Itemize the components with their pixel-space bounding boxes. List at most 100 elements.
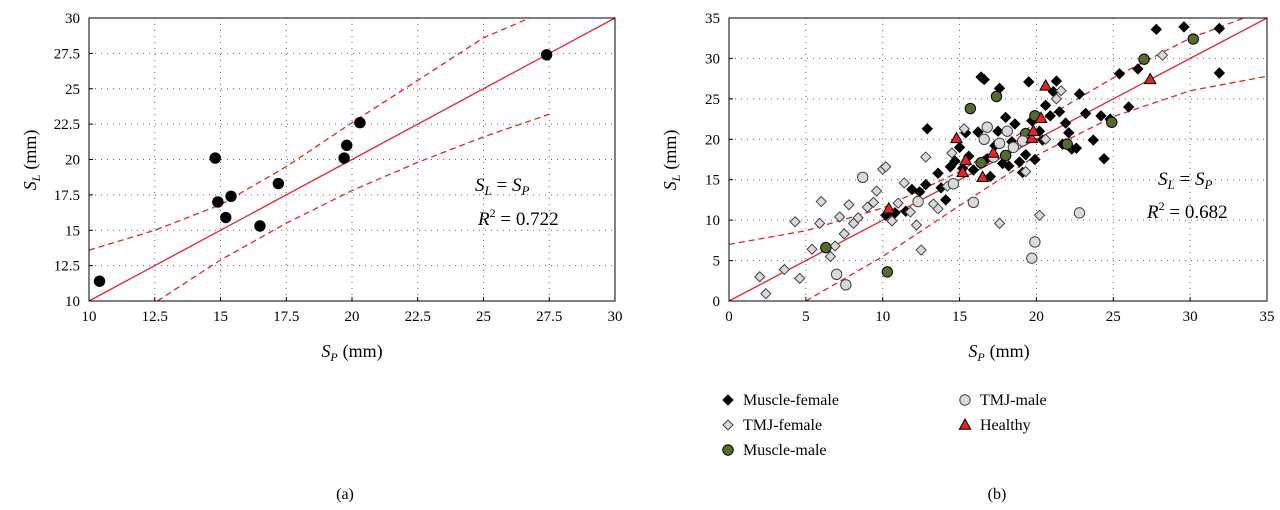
tmj-female-point — [824, 250, 837, 263]
x-tick-label: 35 — [1260, 309, 1275, 325]
legend-item: Muscle-male — [722, 442, 827, 459]
y-tick-label: 25 — [65, 82, 80, 98]
tmj-female-point — [1019, 165, 1032, 178]
y-tick-label: 30 — [65, 11, 80, 27]
muscle-male-point — [1061, 138, 1073, 150]
equation-annotation: SL = SP — [475, 175, 529, 198]
r-squared-annotation: R2 = 0.682 — [1146, 199, 1228, 223]
muscle-female-point — [1213, 22, 1226, 35]
y-axis-label: SL(mm) — [20, 130, 43, 191]
point — [540, 49, 553, 61]
muscle-male-point — [1138, 53, 1150, 65]
muscle-female-point — [920, 178, 932, 191]
tmj-female-point — [815, 195, 827, 208]
tmj-male-point — [947, 178, 960, 190]
muscle-male-point — [1106, 116, 1118, 129]
panel-caption: (b) — [988, 486, 1007, 503]
x-tick-label: 15 — [952, 309, 967, 325]
muscle-female-point — [1132, 63, 1144, 75]
tmj-male-point — [967, 196, 980, 209]
muscle-female-point — [1113, 68, 1126, 80]
y-tick-label: 20 — [65, 153, 80, 169]
legend-marker-triangle — [958, 417, 972, 430]
tmj-female-point — [829, 240, 841, 252]
muscle-female-point — [1063, 127, 1075, 139]
panel-b: 0 5 10 15 20 25 30 35 0 5 10 15 20 25 30 35 SP (mm) SL(m… — [660, 11, 1275, 503]
healthy-point — [959, 153, 973, 166]
tmj-female-point — [754, 271, 766, 283]
y-tick-label: 15 — [65, 223, 80, 239]
panel-a: 10 12.5 15 17.5 20 22.5 25 27.5 30 10 12.5 15 17.5 20… — [20, 11, 623, 503]
tmj-female-point — [789, 216, 801, 228]
legend-label: Muscle-male — [743, 442, 827, 459]
tmj-female-point — [910, 219, 923, 231]
tmj-male-point — [1029, 236, 1041, 248]
x-tick-label: 17.5 — [273, 309, 299, 325]
muscle-female-point — [1039, 99, 1052, 112]
muscle-female-point — [953, 141, 966, 154]
tmj-female-point — [778, 263, 791, 276]
tmj-male-point — [1016, 135, 1029, 147]
y-tick-label: 0 — [713, 294, 721, 310]
tmj-female-point — [904, 206, 917, 218]
muscle-female-point — [1098, 152, 1110, 165]
y-axis-label: SL(mm) — [660, 130, 683, 191]
tmj-female-point — [1156, 49, 1169, 61]
healthy-point — [1025, 131, 1039, 144]
muscle-female-point — [1019, 148, 1032, 161]
muscle-male-point — [964, 102, 977, 115]
tmj-female-point — [898, 177, 910, 189]
tmj-male-point — [840, 279, 852, 291]
muscle-female-point — [999, 111, 1012, 124]
point — [93, 275, 106, 287]
tmj-male-point — [1007, 141, 1020, 154]
regression-line — [89, 18, 615, 301]
muscle-female-point — [1079, 107, 1092, 120]
muscle-female-point — [967, 164, 980, 176]
tmj-male-point — [1026, 252, 1038, 264]
tmj-male-point — [1001, 125, 1013, 137]
muscle-female-point — [1150, 23, 1163, 36]
y-tick-label: 10 — [65, 294, 80, 310]
confidence-band-upper — [89, 18, 532, 251]
confidence-band — [89, 18, 550, 301]
legend-label: TMJ-male — [980, 392, 1047, 409]
y-tick-label: 12.5 — [54, 259, 80, 275]
y-tick-label: 17.5 — [54, 188, 80, 204]
tick-labels: 10 12.5 15 17.5 20 22.5 25 27.5 30 10 12.5 15 17.5 20… — [54, 11, 623, 325]
y-tick-label: 27.5 — [54, 46, 80, 62]
muscle-female-point — [992, 125, 1004, 137]
fit-line — [89, 18, 615, 301]
tmj-female-point — [993, 217, 1006, 230]
muscle-female-point — [984, 170, 997, 183]
muscle-male-point — [1187, 33, 1199, 45]
tmj-male-point — [912, 195, 924, 208]
tmj-female-point — [852, 212, 864, 224]
legend-item: TMJ-male — [959, 392, 1047, 409]
x-tick-label: 15 — [213, 309, 228, 325]
muscle-female-point — [1050, 75, 1063, 87]
tmj-female-point — [932, 203, 944, 215]
muscle-female-point — [1029, 153, 1041, 166]
y-tick-label: 20 — [705, 132, 720, 148]
x-tick-label: 20 — [345, 309, 360, 325]
muscle-female-point — [1122, 101, 1135, 113]
x-tick-label: 30 — [608, 309, 623, 325]
muscle-female-point — [1073, 88, 1086, 100]
healthy-point — [1026, 124, 1040, 136]
healthy-point — [1034, 111, 1048, 123]
tmj-male-point — [857, 171, 869, 183]
tmj-male-point — [993, 137, 1006, 150]
tmj-female-point — [920, 151, 932, 163]
muscle-female-point — [1023, 76, 1035, 88]
x-tick-label: 10 — [82, 309, 97, 325]
healthy-point — [1143, 72, 1157, 85]
tmj-female-point — [794, 272, 806, 285]
tmj-female-point — [806, 243, 818, 255]
y-tick-label: 10 — [705, 213, 720, 229]
tmj-female-point — [886, 215, 898, 227]
tmj-female-point — [1050, 93, 1063, 105]
legend-marker-circle — [959, 394, 971, 406]
legend-marker-diamond — [722, 394, 734, 406]
tmj-female-point — [838, 228, 850, 240]
